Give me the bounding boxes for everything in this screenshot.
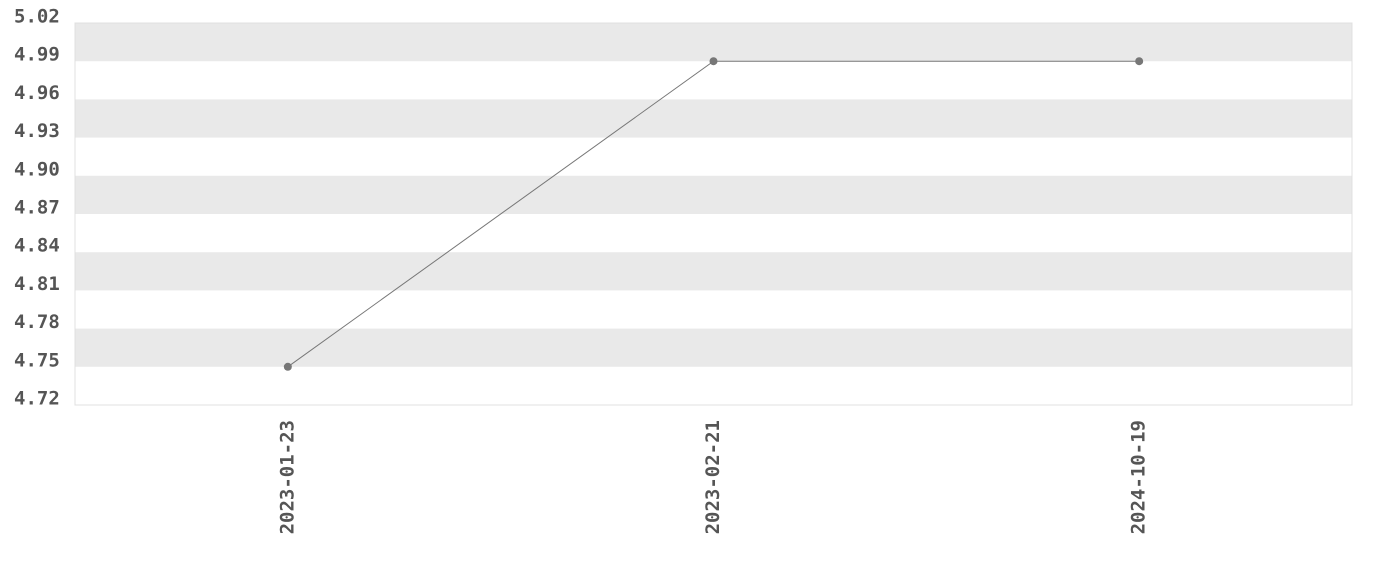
- grid-band: [75, 328, 1352, 367]
- y-tick-label: 4.90: [14, 158, 60, 180]
- y-tick-label: 5.02: [14, 6, 60, 28]
- y-tick-label: 4.78: [14, 311, 60, 333]
- y-tick-label: 4.99: [14, 44, 60, 66]
- y-tick-label: 4.72: [14, 388, 60, 410]
- grid-band: [75, 175, 1352, 214]
- y-tick-label: 4.93: [14, 120, 60, 142]
- point: [1135, 57, 1144, 66]
- x-tick-label: 2023-01-23: [276, 420, 298, 534]
- y-tick-label: 4.81: [14, 273, 60, 295]
- point: [283, 362, 292, 371]
- point: [709, 57, 718, 66]
- x-tick-label: 2024-10-19: [1128, 420, 1150, 534]
- plot-border: [74, 22, 1353, 406]
- grid-band: [75, 23, 1352, 62]
- y-tick-label: 4.75: [14, 349, 60, 371]
- y-tick-label: 4.96: [14, 82, 60, 104]
- y-tick-label: 4.84: [14, 235, 60, 257]
- x-tick-label: 2023-02-21: [702, 420, 724, 534]
- grid-band: [75, 99, 1352, 138]
- y-tick-label: 4.87: [14, 197, 60, 219]
- grid-band: [75, 252, 1352, 291]
